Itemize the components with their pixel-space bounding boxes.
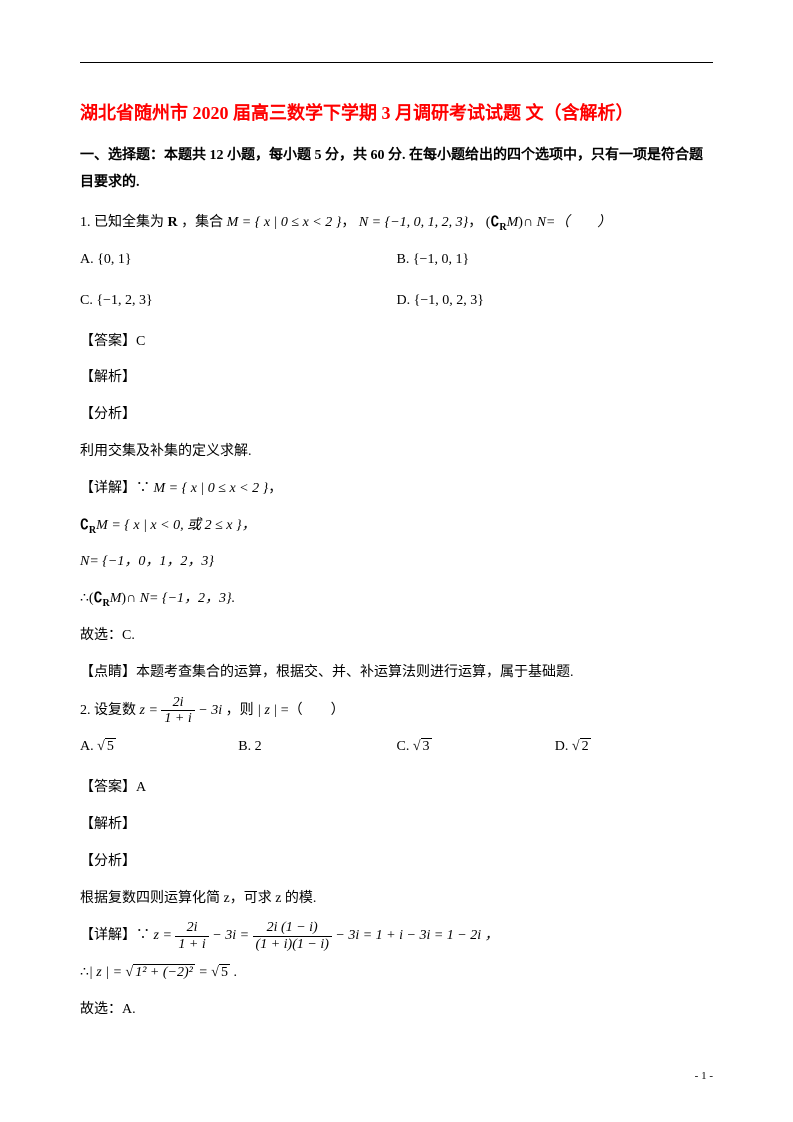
q1-detail-comma: ， xyxy=(268,481,282,496)
q2-th-period: . xyxy=(230,965,237,980)
q2-absz: | z | xyxy=(257,703,277,718)
q1-answer: 【答案】C xyxy=(80,327,713,358)
q1-mid2: ， xyxy=(341,215,359,230)
q2-frac1: 2i1 + i xyxy=(161,695,194,727)
top-divider xyxy=(80,62,713,63)
q2-frac2: 2i (1 − i)(1 + i)(1 − i) xyxy=(253,920,332,952)
q2-frac1b-den: 1 + i xyxy=(175,937,208,952)
q1-detail-label: 【详解】 xyxy=(80,481,136,496)
q2-frac1b: 2i1 + i xyxy=(175,920,208,952)
q2-mid: ，则 xyxy=(222,703,257,718)
q2-A-val: 5 xyxy=(105,738,116,754)
sqrt-icon: √2 xyxy=(572,732,591,763)
q2-eq: =（ ） xyxy=(277,703,344,718)
q1-mid3: ， xyxy=(468,215,486,230)
q2-therefore-line: ∴| z | = √1² + (−2)² = √5 . xyxy=(80,958,713,989)
q2-since: ∵ xyxy=(136,929,150,944)
q2-minus3i: − 3i xyxy=(195,703,222,718)
q1-setN: N = {−1, 0, 1, 2, 3} xyxy=(359,215,468,230)
q1-setM: M = { x | 0 ≤ x < 2 } xyxy=(227,215,342,230)
q2-answer: 【答案】A xyxy=(80,773,713,804)
q1-fenxi-text: 利用交集及补集的定义求解. xyxy=(80,437,713,468)
q1-cl-M: M xyxy=(96,518,108,533)
sqrt-icon: √5 xyxy=(97,732,116,763)
q1-R: R xyxy=(168,215,178,230)
q2-C-val: 3 xyxy=(421,738,432,754)
q2-zeq: z = xyxy=(140,703,162,718)
q1-fenxi: 【分析】 xyxy=(80,400,713,431)
q1-options-row2: C. {−1, 2, 3} D. {−1, 0, 2, 3} xyxy=(80,286,713,317)
q2-therefore: ∴ xyxy=(80,965,89,980)
q2-sqrt5: 5 xyxy=(219,964,230,980)
q2-fenxi-text: 根据复数四则运算化简 z，可求 z 的模. xyxy=(80,884,713,915)
q2-th-absz: | z | = xyxy=(89,965,126,980)
q2-C-prefix: C. xyxy=(397,739,413,754)
q2-frac1b-num: 2i xyxy=(175,920,208,936)
q2-option-C: C. √3 xyxy=(397,732,555,763)
q2-frac2-den: (1 + i)(1 − i) xyxy=(253,937,332,952)
q2-D-val: 2 xyxy=(580,738,591,754)
sqrt-icon: √3 xyxy=(413,732,432,763)
q1-stem: 1. 已知全集为 R ，集合 M = { x | 0 ≤ x < 2 }， N … xyxy=(80,208,713,239)
q1-guxuan: 故选：C. xyxy=(80,621,713,652)
q2-fenxi: 【分析】 xyxy=(80,847,713,878)
q1-guxuan-text: 故选：C. xyxy=(80,628,135,643)
q2-minus3i-b: − 3i xyxy=(209,929,236,944)
q1-th-sub: R xyxy=(103,598,110,609)
q2-option-D: D. √2 xyxy=(555,732,713,763)
q2-detail-rest: − 3i = 1 + i − 3i = 1 − 2i ， xyxy=(332,929,499,944)
q1-cl-set: = { x | x < 0, 或 2 ≤ x }， xyxy=(108,518,256,533)
sqrt-icon: √5 xyxy=(211,958,230,989)
q1-cl-C: ∁ xyxy=(80,518,89,533)
q2-detail-z: z = xyxy=(154,929,176,944)
q1-th-M: M xyxy=(110,591,122,606)
section-header: 一、选择题：本题共 12 小题，每小题 5 分，共 60 分. 在每小题给出的四… xyxy=(80,143,713,196)
q2-frac1-num: 2i xyxy=(161,695,194,711)
q2-sqrt-eq: = xyxy=(195,965,211,980)
q1-complement-sub: R xyxy=(499,222,506,233)
q1-th-C: ∁ xyxy=(94,591,103,606)
q1-eq: N=（ ） xyxy=(537,215,612,230)
q2-prefix: 2. 设复数 xyxy=(80,703,140,718)
q1-complement-M: M xyxy=(507,215,519,230)
q2-A-prefix: A. xyxy=(80,739,97,754)
q2-option-A: A. √5 xyxy=(80,732,238,763)
q1-dianjing: 【点睛】本题考查集合的运算，根据交、并、补运算法则进行运算，属于基础题. xyxy=(80,658,713,689)
page-title: 湖北省随州市 2020 届高三数学下学期 3 月调研考试试题 文（含解析） xyxy=(80,100,713,127)
q1-mid1: ，集合 xyxy=(178,215,227,230)
q2-stem: 2. 设复数 z = 2i1 + i − 3i ，则 | z | =（ ） xyxy=(80,695,713,727)
q1-option-D: D. {−1, 0, 2, 3} xyxy=(397,286,714,317)
q2-guxuan: 故选：A. xyxy=(80,995,713,1026)
q2-frac2-num: 2i (1 − i) xyxy=(253,920,332,936)
q1-detail-M: M = { x | 0 ≤ x < 2 } xyxy=(154,481,269,496)
q1-option-B: B. {−1, 0, 1} xyxy=(397,245,714,276)
q2-option-B: B. 2 xyxy=(238,732,396,763)
q1-jiexi: 【解析】 xyxy=(80,363,713,394)
q1-since: ∵ xyxy=(136,481,150,496)
q2-sqrt-inner: 1² + (−2)² xyxy=(133,964,195,980)
q2-options-row: A. √5 B. 2 C. √3 D. √2 xyxy=(80,732,713,763)
q2-guxuan-text: 故选：A. xyxy=(80,1002,136,1017)
q1-option-A: A. {0, 1} xyxy=(80,245,397,276)
q2-detail-label: 【详解】 xyxy=(80,929,136,944)
q1-options-row1: A. {0, 1} B. {−1, 0, 1} xyxy=(80,245,713,276)
sqrt-icon: √1² + (−2)² xyxy=(126,958,195,989)
q1-prefix: 1. 已知全集为 xyxy=(80,215,168,230)
q2-detail-line: 【详解】∵ z = 2i1 + i − 3i = 2i (1 − i)(1 + … xyxy=(80,920,713,952)
page-number: - 1 - xyxy=(695,1070,713,1082)
q2-D-prefix: D. xyxy=(555,739,572,754)
q1-therefore: ∴ xyxy=(80,591,89,606)
q1-N-line: N= {−1，0，1，2，3} xyxy=(80,547,713,578)
q2-frac1-den: 1 + i xyxy=(161,711,194,726)
q1-therefore-line: ∴(∁RM)∩ N= {−1，2，3}. xyxy=(80,584,713,615)
q1-detail-line1: 【详解】∵ M = { x | 0 ≤ x < 2 }， xyxy=(80,474,713,505)
q1-complement-line: ∁RM = { x | x < 0, 或 2 ≤ x }， xyxy=(80,511,713,542)
q2-jiexi: 【解析】 xyxy=(80,810,713,841)
q1-cap: ∩ xyxy=(523,215,533,230)
q1-option-C: C. {−1, 2, 3} xyxy=(80,286,397,317)
q1-th-rest: ∩ N= {−1，2，3}. xyxy=(126,591,235,606)
